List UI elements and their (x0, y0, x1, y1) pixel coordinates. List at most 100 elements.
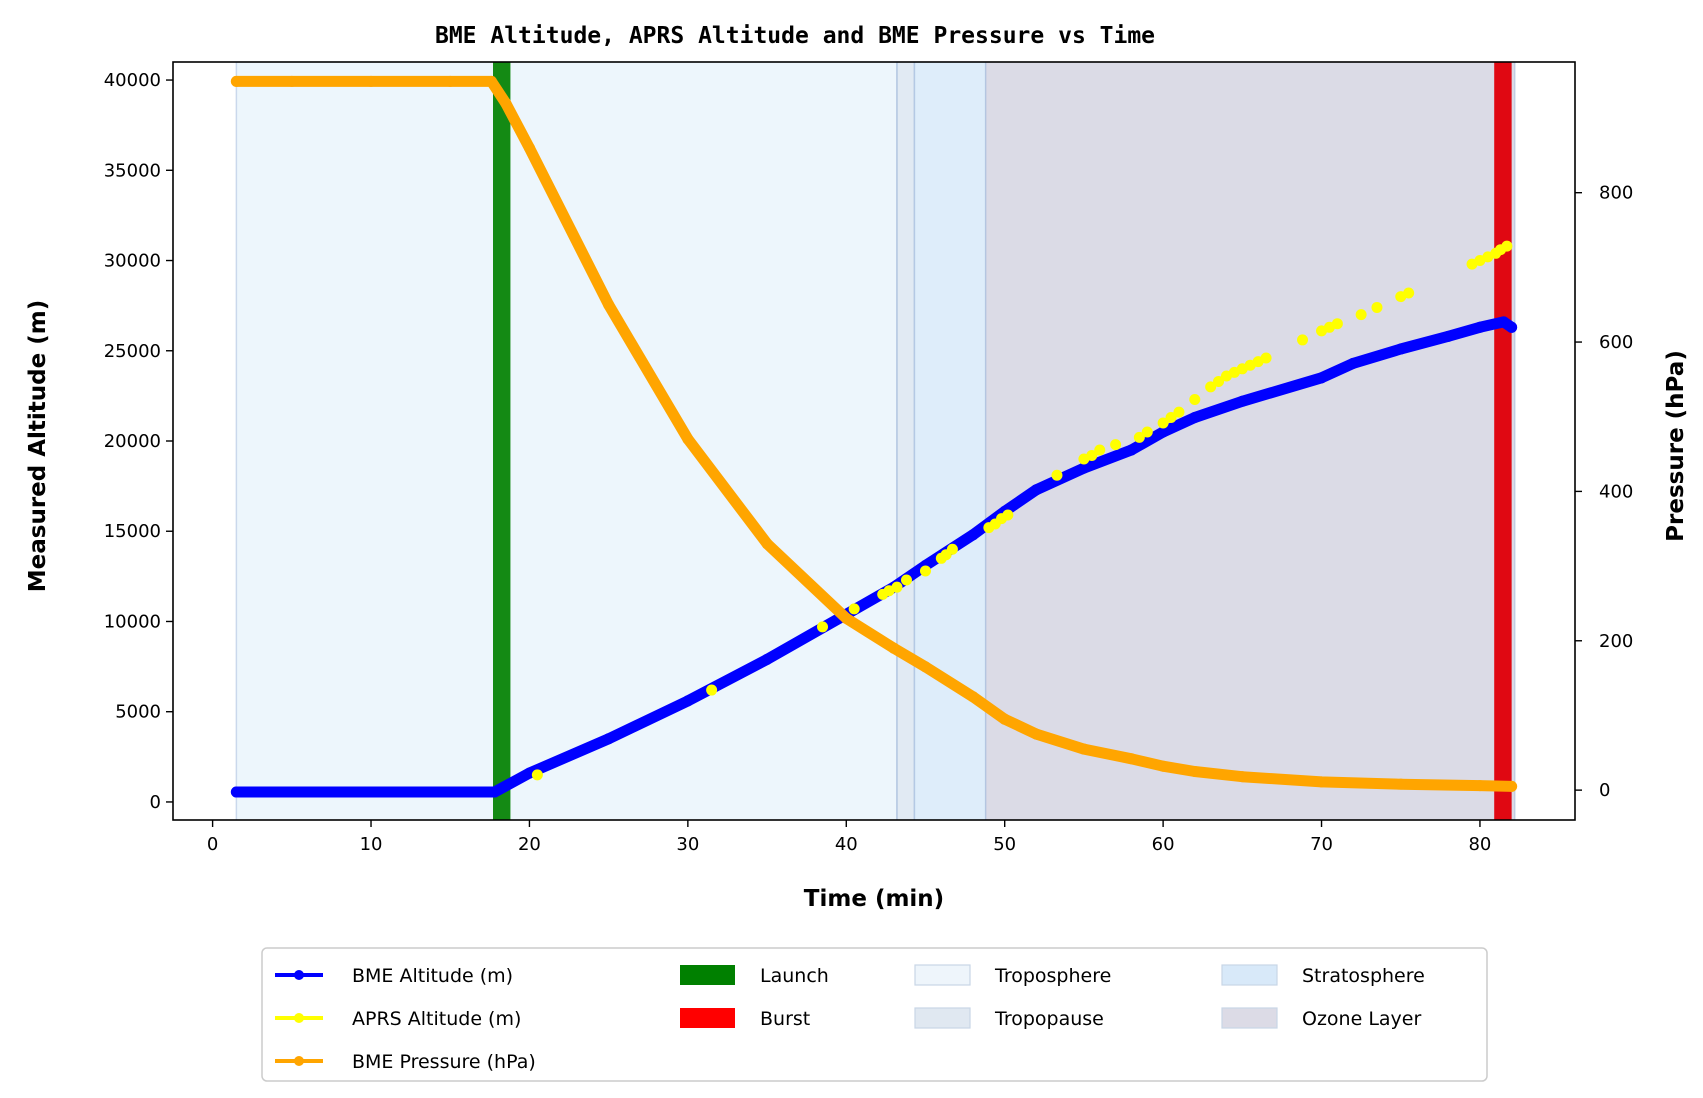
point-aprs-altitude-m (1086, 449, 1098, 461)
region-troposphere (236, 62, 897, 820)
point-bme-pressure-hpa (1506, 780, 1518, 792)
legend-item-launch: Launch (680, 965, 829, 987)
chart-title: BME Altitude, APRS Altitude and BME Pres… (435, 23, 1155, 49)
x-axis: 0 10 20 30 40 50 60 70 80 (207, 820, 1491, 855)
legend-item-tropopause: Tropopause (914, 1007, 1104, 1030)
y2-tick-label: 400 (1599, 481, 1633, 502)
point-bme-pressure-hpa (286, 75, 298, 87)
point-bme-altitude-m (1347, 357, 1359, 369)
legend-item-ozone-layer: Ozone Layer (1221, 1007, 1421, 1030)
legend-item-aprs-altitude-m: APRS Altitude (m) (275, 1008, 521, 1030)
point-bme-pressure-hpa (1189, 765, 1201, 777)
y-axis-label: Measured Altitude (m) (25, 300, 51, 592)
y-tick-label: 40000 (104, 70, 161, 91)
point-bme-pressure-hpa (603, 299, 615, 311)
y-tick-label: 30000 (104, 251, 161, 272)
region-stratosphere (914, 62, 986, 820)
legend-swatch-patch (914, 964, 971, 986)
y2-tick-label: 0 (1599, 780, 1610, 801)
point-bme-altitude-m (1442, 330, 1454, 342)
legend-swatch-patch (680, 1008, 735, 1028)
y2-axis-label: Pressure (hPa) (1663, 350, 1689, 542)
point-aprs-altitude-m (1501, 240, 1513, 252)
point-bme-altitude-m (1236, 395, 1248, 407)
point-bme-pressure-hpa (1316, 776, 1328, 788)
legend-swatch-patch (1221, 964, 1278, 986)
point-bme-altitude-m (444, 786, 456, 798)
x-tick-label: 0 (207, 834, 218, 855)
series-layer (230, 75, 1518, 798)
point-bme-altitude-m (1078, 462, 1090, 474)
legend-item-bme-altitude-m: BME Altitude (m) (275, 965, 513, 987)
point-bme-altitude-m (1506, 321, 1518, 333)
x-axis-label: Time (min) (804, 886, 944, 912)
y-tick-label: 10000 (104, 611, 161, 632)
point-bme-altitude-m (1030, 484, 1042, 496)
region-ozone-layer (985, 62, 1515, 820)
point-bme-pressure-hpa (999, 713, 1011, 725)
point-aprs-altitude-m (1205, 381, 1217, 393)
point-aprs-altitude-m (1331, 318, 1343, 330)
point-aprs-altitude-m (946, 543, 958, 555)
point-bme-pressure-hpa (967, 691, 979, 703)
shaded-regions (235, 62, 1516, 820)
x-tick-label: 30 (676, 834, 699, 855)
legend-label: Troposphere (994, 965, 1111, 987)
legend-swatch-patch (680, 965, 735, 985)
y-tick-label: 0 (150, 792, 161, 813)
legend-label: BME Altitude (m) (352, 965, 513, 987)
legend-label: APRS Altitude (m) (352, 1008, 521, 1030)
point-bme-altitude-m (1157, 426, 1169, 438)
point-bme-altitude-m (365, 786, 377, 798)
point-bme-pressure-hpa (919, 661, 931, 673)
y2-tick-label: 600 (1599, 332, 1633, 353)
point-bme-pressure-hpa (1236, 771, 1248, 783)
point-bme-pressure-hpa (523, 142, 535, 154)
legend-swatch-patch (914, 1007, 971, 1029)
y-tick-label: 35000 (104, 160, 161, 181)
point-aprs-altitude-m (1371, 301, 1383, 313)
region-launch (493, 62, 511, 820)
legend-swatch-marker (294, 970, 304, 980)
point-bme-pressure-hpa (1078, 743, 1090, 755)
point-aprs-altitude-m (1297, 334, 1309, 346)
legend-swatch-patch (1221, 1007, 1278, 1029)
point-aprs-altitude-m (1110, 439, 1122, 451)
point-aprs-altitude-m (848, 603, 860, 615)
point-aprs-altitude-m (1173, 406, 1185, 418)
y-axis-right: 0 200 400 600 800 (1575, 183, 1633, 801)
legend: BME Altitude (m) APRS Altitude (m) BME Pre… (261, 947, 1488, 1082)
y-tick-label: 20000 (104, 431, 161, 452)
point-bme-altitude-m (1474, 321, 1486, 333)
y-axis-left: 0 5000 10000 15000 20000 25000 30000 35000 40000 (104, 70, 173, 813)
point-aprs-altitude-m (817, 621, 829, 633)
point-aprs-altitude-m (891, 581, 903, 593)
x-tick-label: 40 (835, 834, 858, 855)
point-aprs-altitude-m (1141, 426, 1153, 438)
point-bme-pressure-hpa (500, 97, 512, 109)
point-aprs-altitude-m (1189, 393, 1201, 405)
point-bme-pressure-hpa (761, 538, 773, 550)
point-bme-altitude-m (489, 786, 501, 798)
legend-label: Burst (760, 1008, 810, 1030)
point-bme-altitude-m (761, 653, 773, 665)
region-burst (1494, 62, 1512, 820)
point-bme-altitude-m (230, 786, 242, 798)
legend-swatch-marker (294, 1056, 304, 1066)
legend-box (261, 947, 1488, 1082)
point-bme-altitude-m (967, 529, 979, 541)
legend-swatch-marker (294, 1013, 304, 1023)
legend-label: Stratosphere (1302, 965, 1425, 987)
y2-tick-label: 800 (1599, 183, 1633, 204)
point-aprs-altitude-m (706, 684, 718, 696)
point-aprs-altitude-m (1165, 412, 1177, 424)
legend-item-bme-pressure-hpa: BME Pressure (hPa) (275, 1051, 536, 1073)
y-tick-label: 25000 (104, 341, 161, 362)
point-bme-altitude-m (682, 695, 694, 707)
x-tick-label: 70 (1310, 834, 1333, 855)
legend-label: Tropopause (994, 1008, 1104, 1030)
legend-label: Launch (760, 965, 829, 987)
point-bme-altitude-m (1498, 316, 1510, 328)
point-bme-altitude-m (603, 733, 615, 745)
